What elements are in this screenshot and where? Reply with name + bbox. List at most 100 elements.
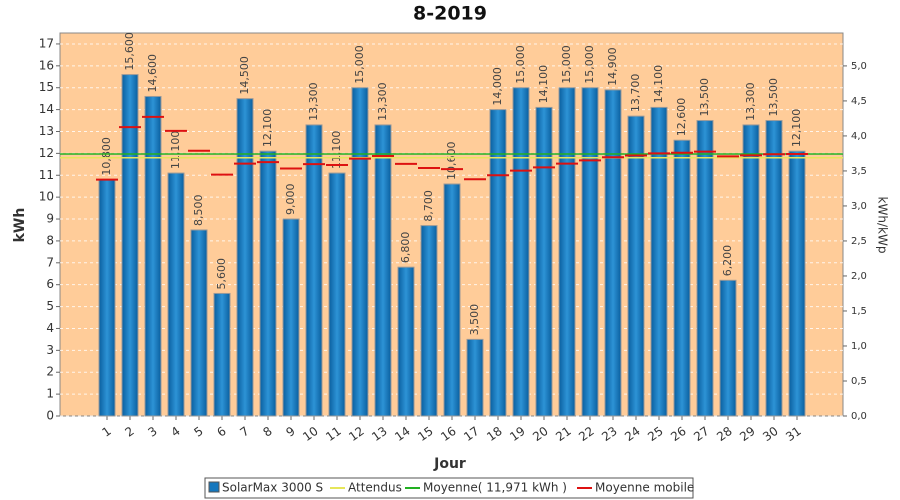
value-label: 3,500 xyxy=(468,304,481,336)
value-label: 9,000 xyxy=(284,184,297,216)
legend-label: Moyenne( 11,971 kWh ) xyxy=(423,481,567,495)
chart-title: 8-2019 xyxy=(413,3,487,25)
x-tick-label: 27 xyxy=(691,424,712,444)
value-label: 8,500 xyxy=(192,194,205,226)
bar xyxy=(374,124,392,417)
y-tick-label: 5 xyxy=(46,299,54,313)
value-label: 15,000 xyxy=(353,45,366,84)
x-tick-label: 13 xyxy=(369,424,390,444)
y-tick-label: 8 xyxy=(46,233,54,247)
value-label: 5,600 xyxy=(215,258,228,290)
x-tick-label: 17 xyxy=(461,424,482,444)
bar xyxy=(719,279,737,417)
y-tick-label: 12 xyxy=(39,146,54,160)
value-label: 8,700 xyxy=(422,190,435,222)
y-tick-label: 3 xyxy=(46,343,54,357)
y2-tick-label: 0,5 xyxy=(851,376,867,387)
bar xyxy=(696,120,714,417)
bar xyxy=(167,172,185,417)
bar xyxy=(558,87,576,417)
x-tick-label: 23 xyxy=(599,424,620,444)
y-tick-label: 17 xyxy=(39,36,54,50)
value-label: 14,500 xyxy=(238,56,251,95)
y-tick-label: 1 xyxy=(46,387,54,401)
x-tick-label: 21 xyxy=(553,424,574,444)
bar xyxy=(581,87,599,417)
x-axis-title: Jour xyxy=(433,456,466,472)
x-tick-label: 6 xyxy=(214,424,228,440)
y2-tick-label: 2,5 xyxy=(851,236,867,247)
value-label: 14,000 xyxy=(491,67,504,106)
y2-tick-label: 4,5 xyxy=(851,96,867,107)
bar xyxy=(98,179,116,417)
bar xyxy=(190,229,208,417)
x-tick-label: 16 xyxy=(438,424,459,444)
legend-label: SolarMax 3000 S xyxy=(222,481,323,495)
legend-label: Attendus xyxy=(348,481,402,495)
bar xyxy=(604,89,622,417)
y2-tick-label: 0,0 xyxy=(851,411,867,422)
y2-tick-label: 3,5 xyxy=(851,166,867,177)
value-label: 6,800 xyxy=(399,232,412,264)
x-tick-label: 5 xyxy=(191,424,205,440)
bar xyxy=(673,139,691,417)
value-label: 13,700 xyxy=(629,74,642,113)
x-tick-label: 1 xyxy=(99,424,113,440)
value-label: 15,000 xyxy=(583,45,596,84)
y2-tick-label: 4,0 xyxy=(851,131,867,142)
y-tick-label: 16 xyxy=(39,58,54,72)
legend-label: Moyenne mobile xyxy=(595,481,694,495)
value-label: 6,200 xyxy=(721,245,734,277)
y-tick-label: 11 xyxy=(39,168,54,182)
y-tick-label: 4 xyxy=(46,321,54,335)
value-label: 12,100 xyxy=(261,109,274,148)
x-tick-label: 20 xyxy=(530,424,551,444)
x-tick-label: 8 xyxy=(260,424,274,440)
bar xyxy=(627,115,645,417)
x-tick-label: 18 xyxy=(484,424,505,444)
x-tick-label: 2 xyxy=(122,424,136,440)
y2-tick-label: 1,5 xyxy=(851,306,867,317)
y-tick-label: 14 xyxy=(39,102,54,116)
bar xyxy=(144,95,162,417)
x-tick-label: 30 xyxy=(760,424,781,444)
bar xyxy=(420,225,438,417)
legend-swatch xyxy=(208,481,220,493)
value-label: 11,100 xyxy=(330,131,343,170)
bar xyxy=(397,266,415,417)
bar xyxy=(535,106,553,417)
bar xyxy=(328,172,346,417)
value-label: 15,000 xyxy=(514,45,527,84)
bar xyxy=(282,218,300,417)
x-tick-label: 19 xyxy=(507,424,528,444)
legend xyxy=(204,477,694,499)
y2-tick-label: 2,0 xyxy=(851,271,867,282)
y-tick-label: 13 xyxy=(39,124,54,138)
value-label: 13,500 xyxy=(698,78,711,117)
value-label: 14,600 xyxy=(146,54,159,93)
value-label: 13,300 xyxy=(307,82,320,121)
value-label: 10,600 xyxy=(445,142,458,181)
value-label: 13,500 xyxy=(767,78,780,117)
x-tick-label: 28 xyxy=(714,424,735,444)
value-label: 10,800 xyxy=(100,137,113,176)
bar xyxy=(650,106,668,417)
bar xyxy=(351,87,369,417)
value-label: 11,100 xyxy=(169,131,182,170)
y2-tick-label: 1,0 xyxy=(851,341,867,352)
y-tick-label: 7 xyxy=(46,255,54,269)
y2-tick-label: 5,0 xyxy=(851,61,867,72)
bar xyxy=(512,87,530,417)
x-tick-label: 22 xyxy=(576,424,597,444)
bar xyxy=(489,109,507,417)
bar xyxy=(305,124,323,417)
bar xyxy=(765,120,783,417)
x-tick-label: 9 xyxy=(283,424,297,440)
bar xyxy=(259,150,277,417)
value-label: 14,100 xyxy=(652,65,665,104)
x-tick-label: 29 xyxy=(737,424,758,444)
value-label: 14,900 xyxy=(606,47,619,86)
value-label: 13,300 xyxy=(376,82,389,121)
y-tick-label: 6 xyxy=(46,277,54,291)
